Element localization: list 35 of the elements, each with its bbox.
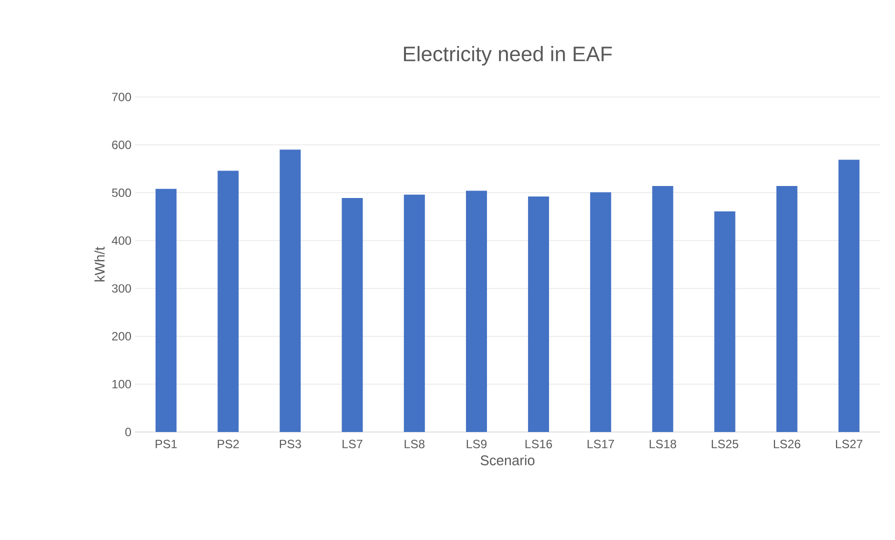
x-tick-label: PS1	[156, 440, 177, 448]
x-tick-label: LS25	[712, 440, 738, 448]
bar	[652, 186, 674, 432]
y-tick-label: 0	[125, 428, 132, 436]
x-tick-label: LS17	[588, 440, 614, 448]
bar	[404, 194, 425, 432]
bar	[218, 170, 239, 432]
chart-title: Electricity need in EAF	[404, 46, 612, 66]
bar	[342, 198, 363, 432]
y-tick-label: 100	[112, 380, 132, 388]
bar	[714, 211, 736, 432]
bar	[776, 186, 798, 432]
x-tick-label: LS18	[650, 440, 676, 448]
x-tick-label: PS2	[218, 440, 239, 448]
x-tick-label: PS3	[280, 440, 301, 448]
x-tick-label: LS26	[774, 440, 800, 448]
x-tick-label: LS27	[836, 440, 862, 448]
x-tick-label: LS16	[526, 440, 552, 448]
bar	[590, 192, 612, 432]
bar	[528, 196, 550, 432]
y-tick-label: 500	[112, 188, 132, 197]
bar	[838, 160, 860, 432]
y-tick-label: 400	[112, 236, 132, 245]
y-tick-label: 200	[112, 332, 132, 341]
y-tick-label: 600	[112, 140, 132, 150]
bar	[156, 188, 177, 432]
x-tick-label: LS7	[342, 440, 362, 448]
y-tick-label: 300	[112, 284, 132, 293]
y-axis-title: kWh/t	[94, 246, 105, 282]
bar	[466, 190, 487, 432]
x-tick-label: LS8	[404, 440, 424, 448]
y-tick-label: 700	[112, 92, 132, 102]
bar	[280, 150, 301, 432]
x-tick-label: LS9	[466, 440, 487, 448]
x-axis-title: Scenario	[480, 455, 534, 466]
